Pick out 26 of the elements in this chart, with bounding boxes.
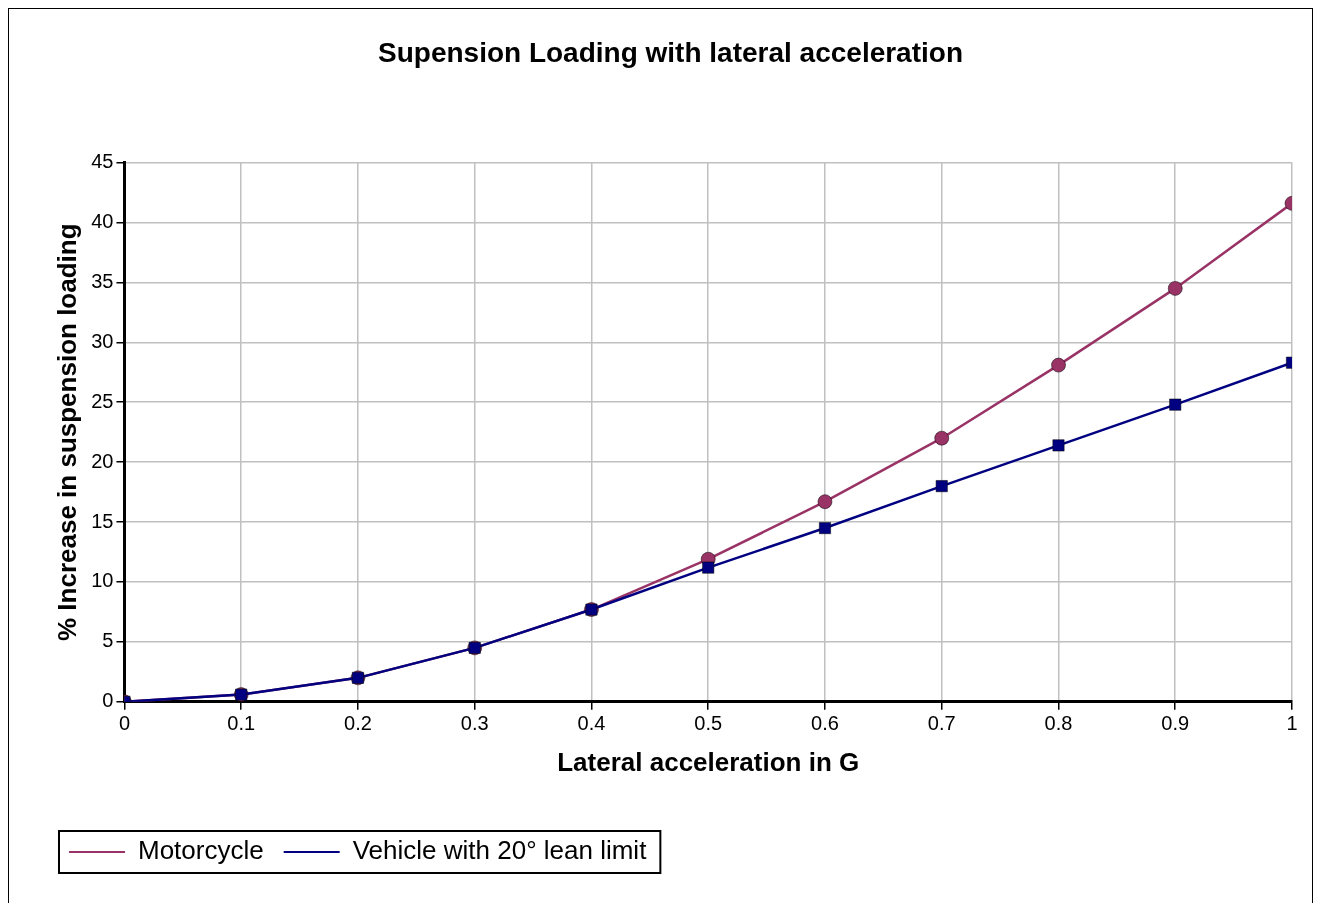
x-axis-title: Lateral acceleration in G [557, 746, 860, 777]
y-axis-title: % Increase in suspension loading [51, 223, 82, 641]
x-tick-label: 0.7 [927, 712, 956, 735]
y-tick-label: 10 [91, 569, 114, 592]
x-tick-label: 0.5 [694, 712, 723, 735]
legend-label: Vehicle with 20° lean limit [352, 835, 648, 866]
x-tick-label: 0.2 [344, 712, 372, 735]
y-tick-label: 5 [102, 629, 114, 652]
x-tick-label: 0.4 [577, 712, 606, 735]
x-tick-label: 0.8 [1044, 712, 1073, 735]
legend-label: Motorcycle [138, 835, 264, 866]
x-tick-label: 0.3 [460, 712, 489, 735]
y-tick-label: 45 [91, 150, 114, 173]
y-tick-label: 35 [91, 269, 114, 292]
chart-title: Supension Loading with lateral acceleration [377, 36, 964, 68]
y-tick-label: 30 [91, 329, 114, 352]
y-tick-label: 15 [91, 509, 114, 532]
y-tick-label: 0 [102, 689, 114, 712]
x-tick-label: 1 [1286, 712, 1298, 735]
x-tick-label: 0.9 [1161, 712, 1190, 735]
x-tick-label: 0.6 [811, 712, 839, 735]
y-tick-label: 20 [91, 449, 114, 472]
x-tick-label: 0 [118, 712, 131, 735]
y-tick-label: 25 [91, 389, 114, 412]
x-tick-label: 0.1 [227, 712, 256, 735]
y-tick-label: 40 [91, 210, 114, 233]
